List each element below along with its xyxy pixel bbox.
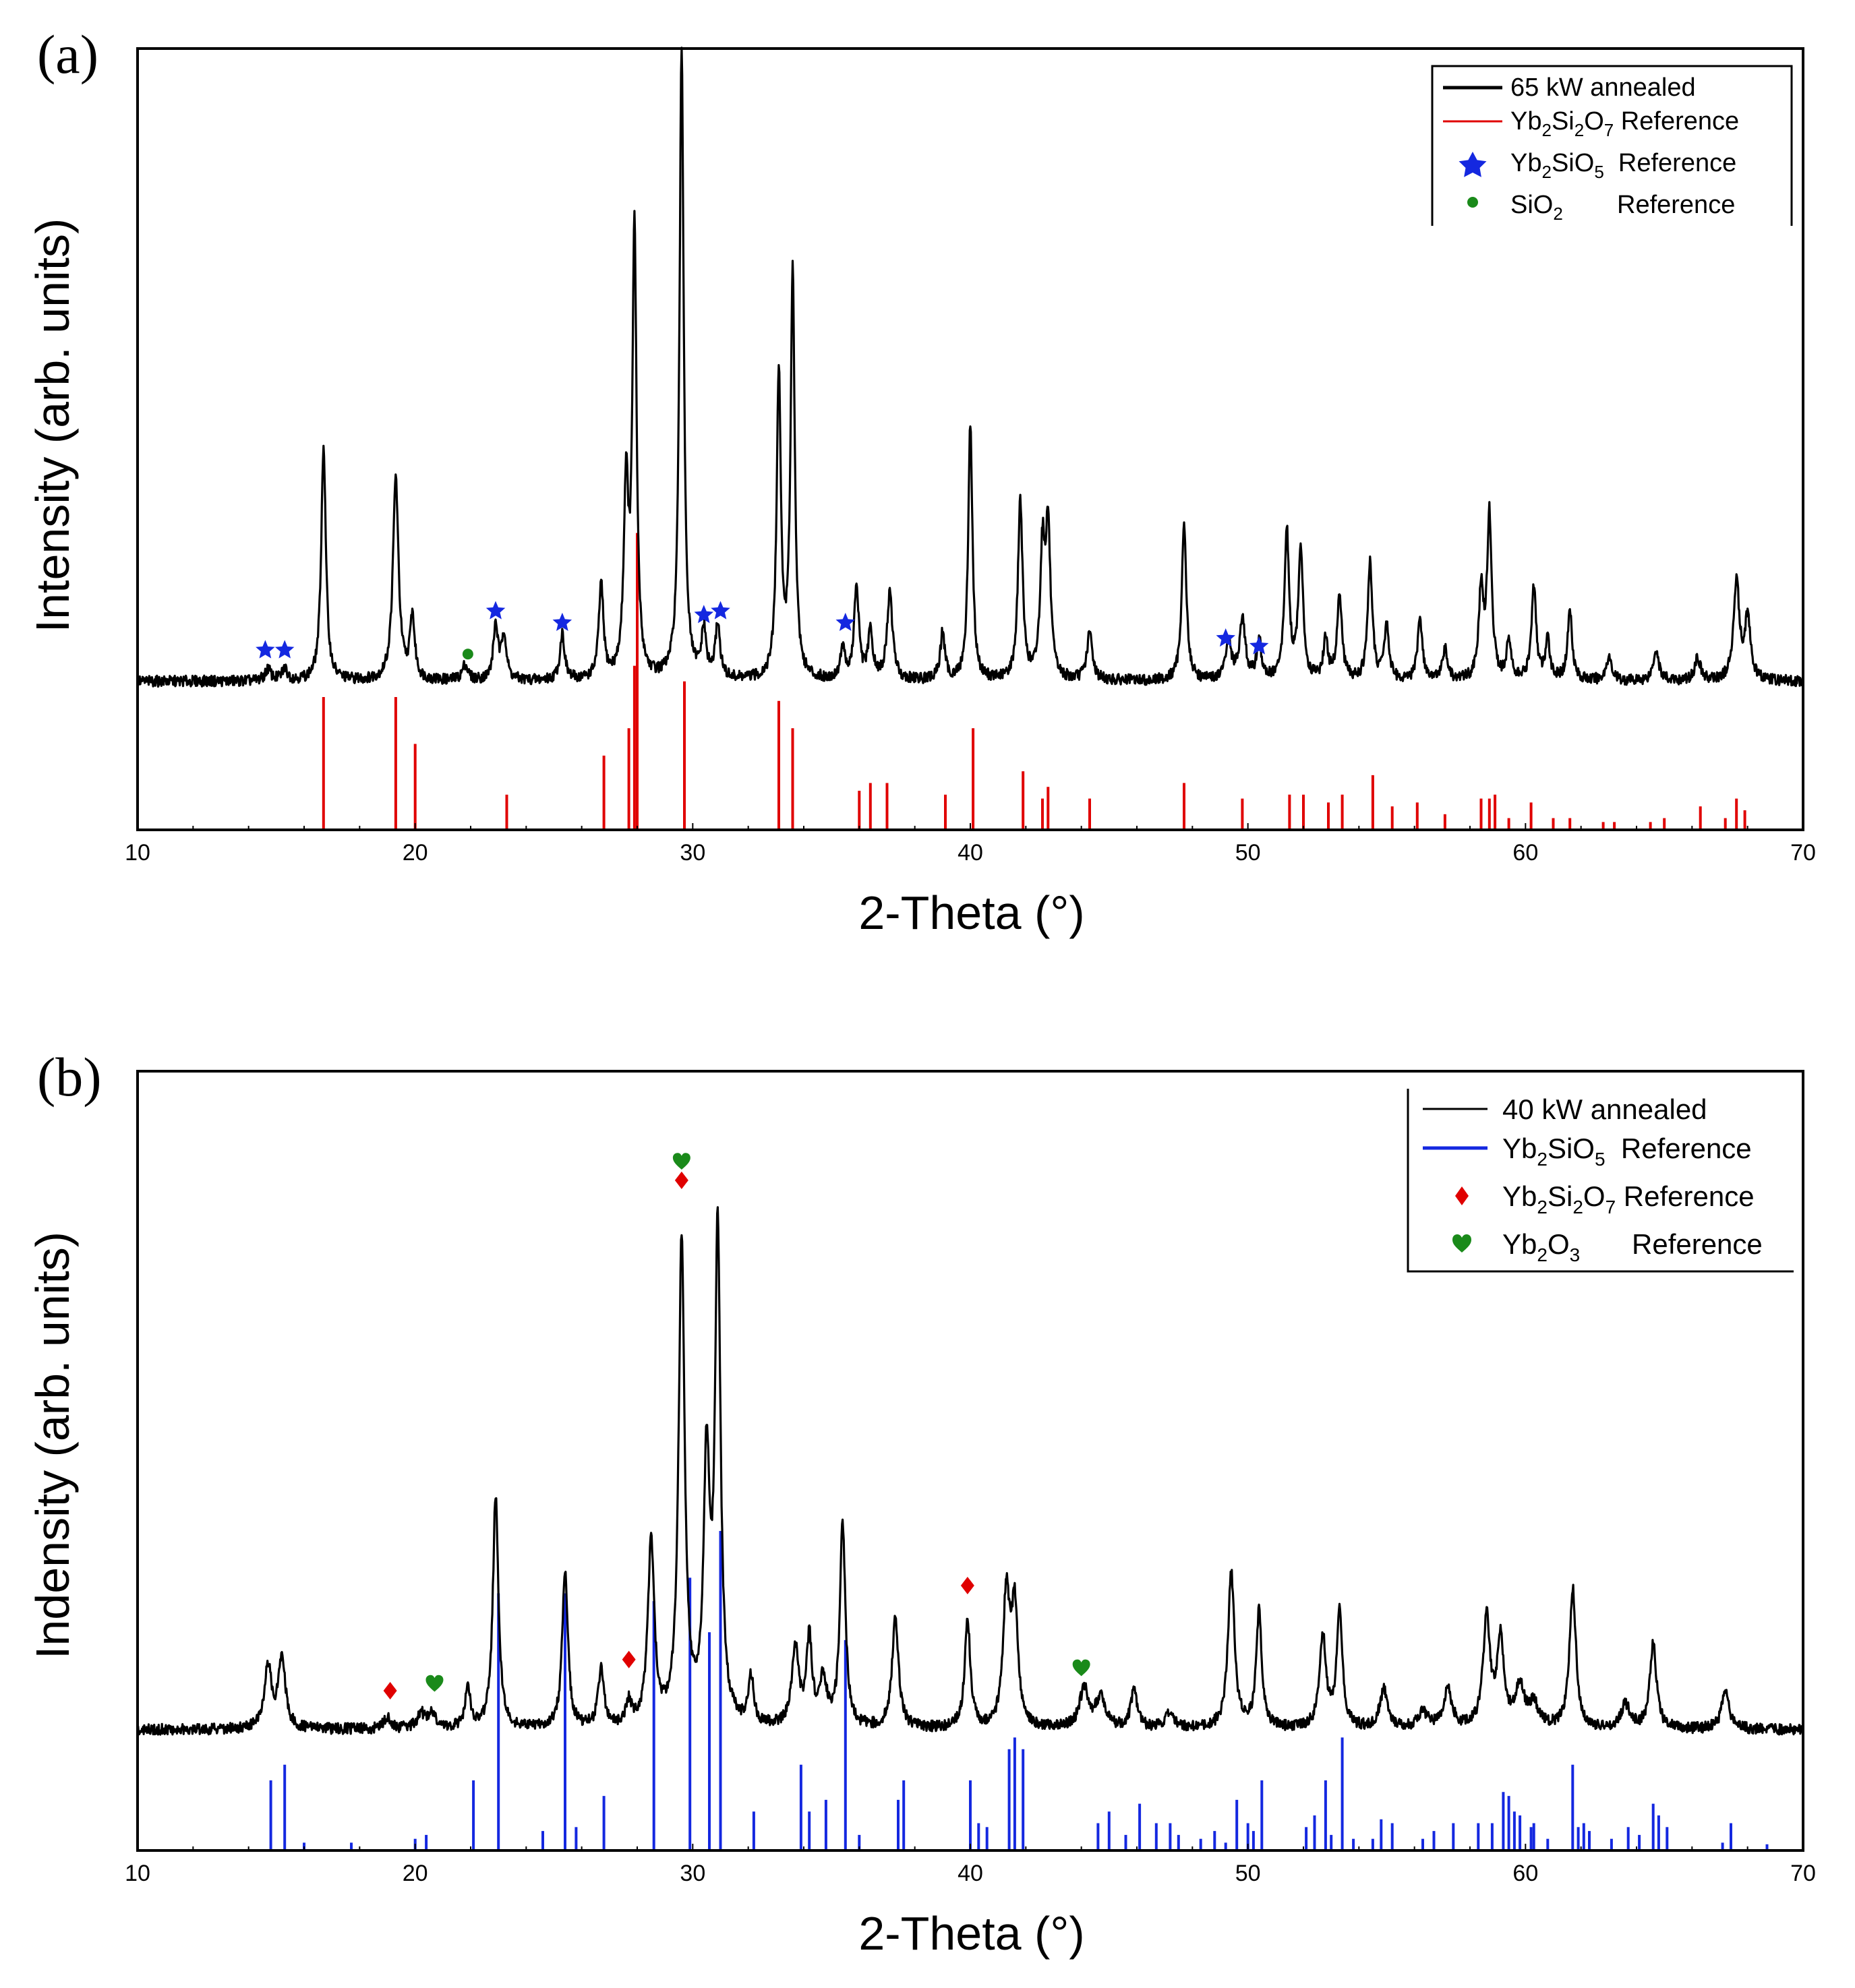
legend-a-item-yb2sio5: Yb2SiO5 Reference: [1459, 149, 1736, 182]
legend-b-diamond-icon: [1455, 1186, 1469, 1205]
panel-b: (b) 10 20 30 40 50 60 70 Indensity (arb. units…: [26, 1046, 1816, 1960]
panel-a-marker-star-3: [485, 601, 506, 620]
panel-b-marker-diamond-2: [622, 1650, 636, 1668]
panel-b-x-tick-label-30: 30: [680, 1861, 705, 1886]
legend-b-label-yb2o3-ref: Reference: [1632, 1228, 1763, 1260]
panel-b-x-tick-label-60: 60: [1512, 1861, 1538, 1886]
panel-a-marker-dot-2: [462, 649, 473, 660]
panel-b-y-axis-label: Indensity (arb. units): [26, 1232, 79, 1659]
legend-a-item-65kw: 65 kW annealed: [1443, 73, 1696, 102]
panel-a-x-axis-label: 2-Theta (°): [858, 886, 1084, 939]
panel-b-x-tick-label-50: 50: [1235, 1861, 1261, 1886]
panel-a-y-axis-label: Intensity (arb. units): [26, 218, 79, 633]
panel-b-marker-heart-1: [425, 1675, 444, 1692]
panel-b-marker-diamond-0: [383, 1682, 397, 1700]
panel-a-x-tick-label-50: 50: [1235, 840, 1261, 866]
panel-a-marker-star-5: [694, 605, 714, 624]
panel-a-x-tick-label-40: 40: [958, 840, 983, 866]
legend-a-label-65kw: 65 kW annealed: [1510, 73, 1696, 102]
panel-a-legend-box: [1431, 65, 1793, 226]
legend-b-item-yb2si2o7: Yb2Si2O7 Reference: [1455, 1180, 1755, 1217]
panel-b-marker-diamond-3: [674, 1171, 688, 1189]
legend-a-star-icon: [1459, 152, 1487, 177]
panel-a-marker-star-4: [552, 612, 572, 631]
panel-a-x-tick-label-60: 60: [1512, 840, 1538, 866]
panel-a-marker-star-8: [1216, 628, 1235, 647]
panel-b-measured-pattern-line: [136, 1206, 1804, 1736]
panel-a-marker-star-0: [256, 640, 275, 659]
legend-b-item-40kw: 40 kW annealed: [1423, 1093, 1707, 1125]
panel-b-x-tick-label-40: 40: [958, 1861, 983, 1886]
legend-a-label-sio2-ref: Reference: [1617, 191, 1735, 219]
legend-a-label-sio2: SiO2: [1510, 191, 1563, 224]
panel-a-marker-star-9: [1249, 636, 1269, 655]
legend-a-label-yb2sio5: Yb2SiO5 Reference: [1510, 149, 1736, 182]
panel-a-plot: 10 20 30 40 50 60 70: [125, 47, 1816, 866]
legend-b-heart-icon: [1452, 1234, 1471, 1253]
panel-a: (a) 10 20 30 40 50 60 70 Intensity (arb. units…: [26, 24, 1816, 939]
panel-a-marker-star-6: [711, 601, 730, 620]
panel-a-x-tick-label-20: 20: [403, 840, 428, 866]
legend-b-item-yb2sio5: Yb2SiO5 Reference: [1423, 1133, 1752, 1170]
panel-b-marker-heart-6: [1072, 1659, 1090, 1677]
legend-a-dot-icon: [1467, 197, 1478, 208]
panel-a-x-tick-label-70: 70: [1790, 840, 1816, 866]
panel-b-x-tick-label-70: 70: [1790, 1861, 1816, 1886]
panel-b-legend-box: [1407, 1089, 1794, 1273]
panel-a-x-tick-label-30: 30: [680, 840, 705, 866]
legend-b-label-40kw: 40 kW annealed: [1502, 1093, 1707, 1125]
panel-b-marker-diamond-5: [960, 1576, 974, 1594]
legend-b-label-yb2o3: Yb2O3: [1502, 1228, 1580, 1265]
legend-a-label-yb2si2o7: Yb2Si2O7 Reference: [1510, 107, 1739, 140]
panel-a-marker-star-7: [835, 612, 855, 631]
panel-b-legend: 40 kW annealed Yb2SiO5 Reference Yb2Si2O…: [1407, 1089, 1794, 1273]
panel-b-plot: 10 20 30 40 50 60 70: [125, 1070, 1816, 1886]
panel-b-x-tick-label-10: 10: [125, 1861, 150, 1886]
panel-a-marker-star-1: [274, 640, 295, 659]
panel-b-label: (b): [37, 1046, 102, 1108]
panel-a-legend: 65 kW annealed Yb2Si2O7 Reference Yb2SiO…: [1431, 65, 1793, 226]
panel-a-x-tick-label-10: 10: [125, 840, 150, 866]
panel-b-x-tick-label-20: 20: [403, 1861, 428, 1886]
panel-a-label: (a): [37, 24, 98, 85]
legend-a-item-sio2: SiO2 Reference: [1467, 191, 1735, 224]
panel-a-measured-pattern-line: [136, 47, 1804, 688]
legend-b-label-yb2si2o7: Yb2Si2O7 Reference: [1502, 1180, 1755, 1217]
legend-b-item-yb2o3: Yb2O3 Reference: [1452, 1228, 1763, 1265]
legend-a-item-yb2si2o7: Yb2Si2O7 Reference: [1443, 107, 1739, 140]
legend-b-label-yb2sio5: Yb2SiO5 Reference: [1502, 1133, 1752, 1170]
panel-b-marker-heart-4: [672, 1153, 690, 1170]
panel-b-x-axis-label: 2-Theta (°): [858, 1907, 1084, 1960]
